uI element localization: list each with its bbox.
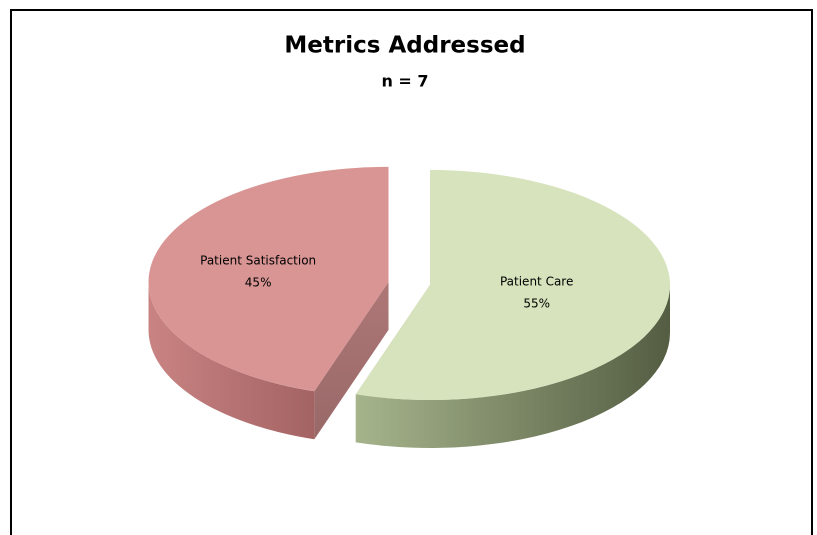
pie-slice bbox=[355, 170, 671, 400]
slice-cut-shade bbox=[314, 281, 389, 440]
slice-label: Patient Care bbox=[500, 275, 573, 289]
chart-title: Metrics Addressed bbox=[284, 33, 525, 59]
slice-label: Patient Satisfaction bbox=[200, 253, 316, 267]
slice-value-label: 45% bbox=[245, 275, 272, 289]
slice-value-label: 55% bbox=[523, 297, 550, 311]
chart-subtitle: n = 7 bbox=[381, 72, 428, 91]
frame bbox=[10, 9, 813, 535]
slice-side bbox=[148, 281, 315, 440]
pie-slice bbox=[148, 166, 389, 392]
slice-side bbox=[355, 285, 670, 448]
